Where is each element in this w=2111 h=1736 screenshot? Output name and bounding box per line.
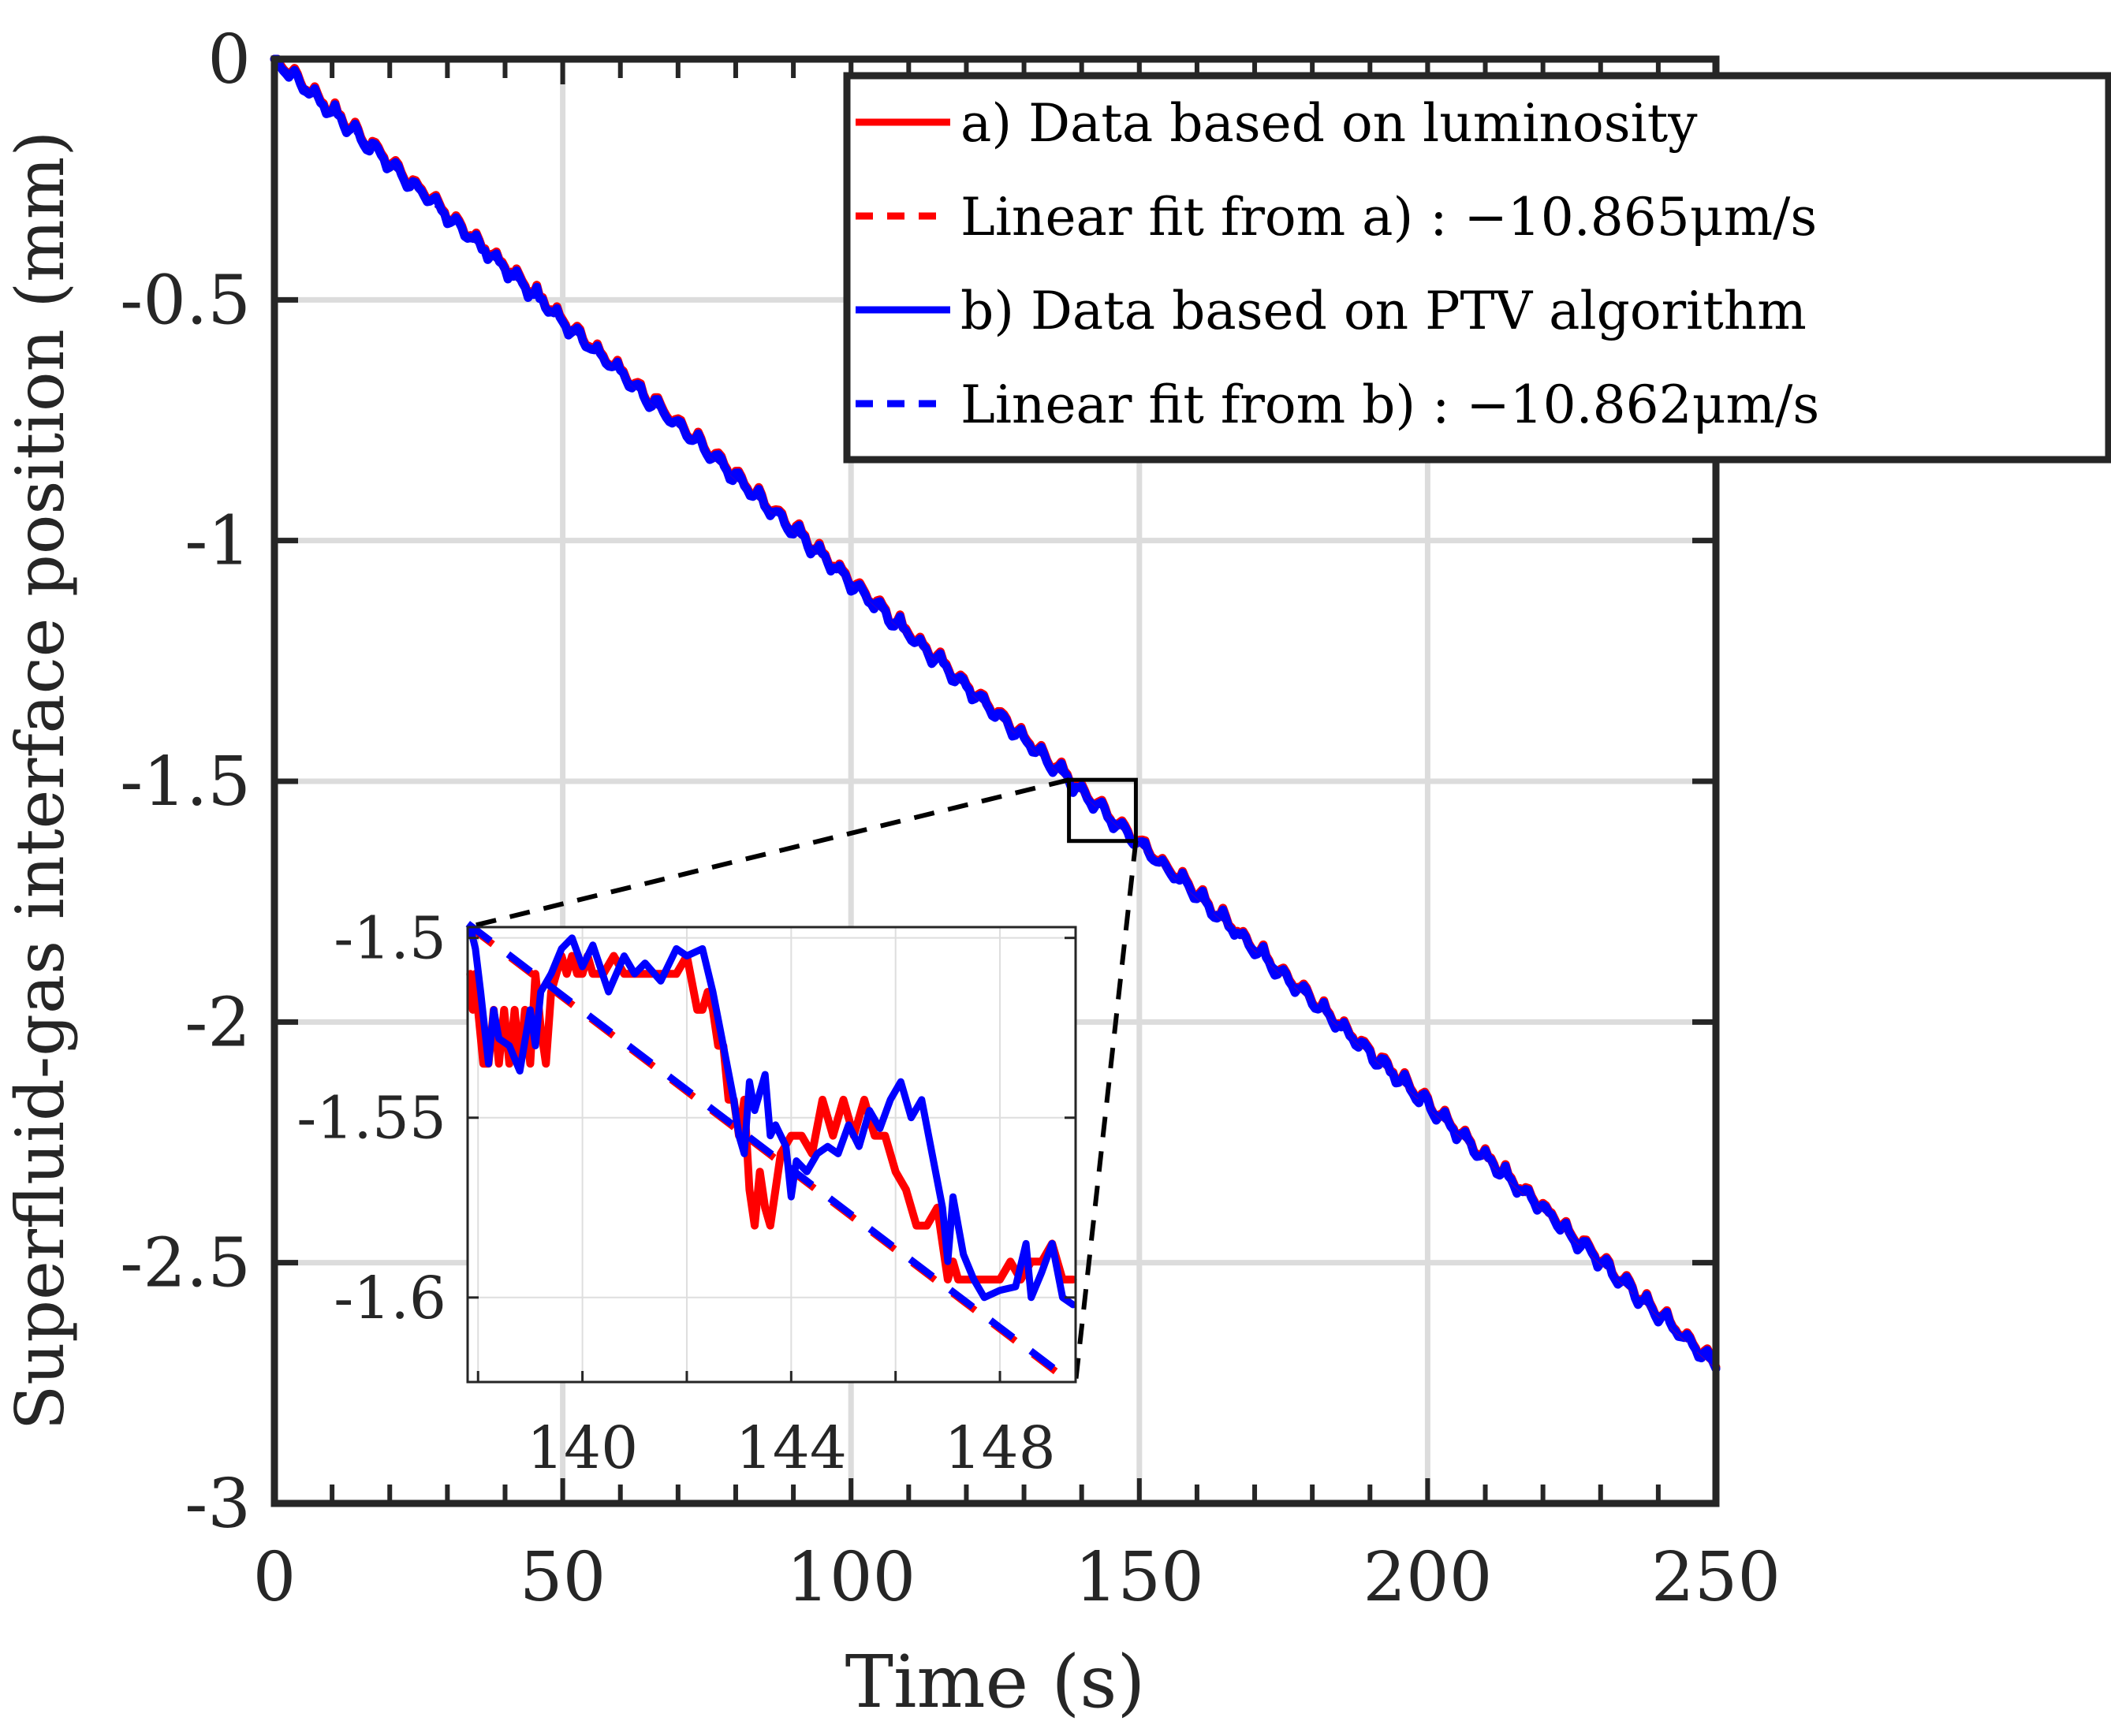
inset-ticks [468,937,1076,1382]
inset-grid [468,927,1076,1382]
inset-axes-frame [466,926,1077,1384]
x-tick-label: 250 [1651,1538,1781,1617]
inset-x-tick-label: 140 [527,1414,638,1482]
inset-x-tick-label: 144 [736,1414,847,1482]
inset-y-tick-label: -1.6 [334,1265,446,1332]
x-tick-label: 200 [1363,1538,1492,1617]
x-tick-label: 100 [786,1538,916,1617]
legend-label-2: b) Data based on PTV algorithm [960,281,1807,341]
legend-label-3: Linear fit from b) : −10.862μm/s [960,374,1819,435]
legend-label-1: Linear fit from a) : −10.865μm/s [960,187,1817,248]
y-tick-label: -3 [185,1465,251,1544]
connector-bottom [1073,840,1139,1383]
x-tick-label: 0 [253,1538,297,1617]
inset-y-tick-label: -1.55 [297,1085,446,1153]
inset-line-ptv [466,923,1077,1309]
x-axis-label: Time (s) [845,1640,1146,1724]
legend-label-0: a) Data based on luminosity [960,93,1698,154]
inset-tick-labels: 140 144 148 -1.5 -1.55 -1.6 [297,905,1055,1482]
inset-fit-ptv [465,921,1063,1377]
inset-series [465,921,1077,1380]
zoom-box [1067,777,1138,844]
legend: a) Data based on luminosity Linear fit fr… [843,72,2111,464]
x-tick-label: 50 [520,1538,606,1617]
series-line-ptv [270,54,1721,1373]
y-tick-label: -1 [185,502,251,581]
legend-box [843,72,2111,464]
main-series [270,54,1721,1373]
y-tick-label: -0.5 [120,261,251,340]
y-axis-label: Superfluid-gas interface position (mm) [2,131,79,1430]
x-tick-label: 150 [1075,1538,1204,1617]
y-tick-label: -2 [185,983,251,1062]
zoom-connectors [467,777,1139,1383]
y-tick-label: 0 [207,20,251,99]
connector-top [467,777,1070,929]
y-tick-label: -1.5 [120,743,251,821]
main-tick-labels: 0 50 100 150 200 250 0 -0.5 -1 -1.5 -2 -2.5 -3 [120,20,1781,1617]
inset-x-tick-label: 148 [944,1414,1055,1482]
y-tick-label: -2.5 [120,1224,251,1303]
inset-y-tick-label: -1.5 [334,905,446,973]
